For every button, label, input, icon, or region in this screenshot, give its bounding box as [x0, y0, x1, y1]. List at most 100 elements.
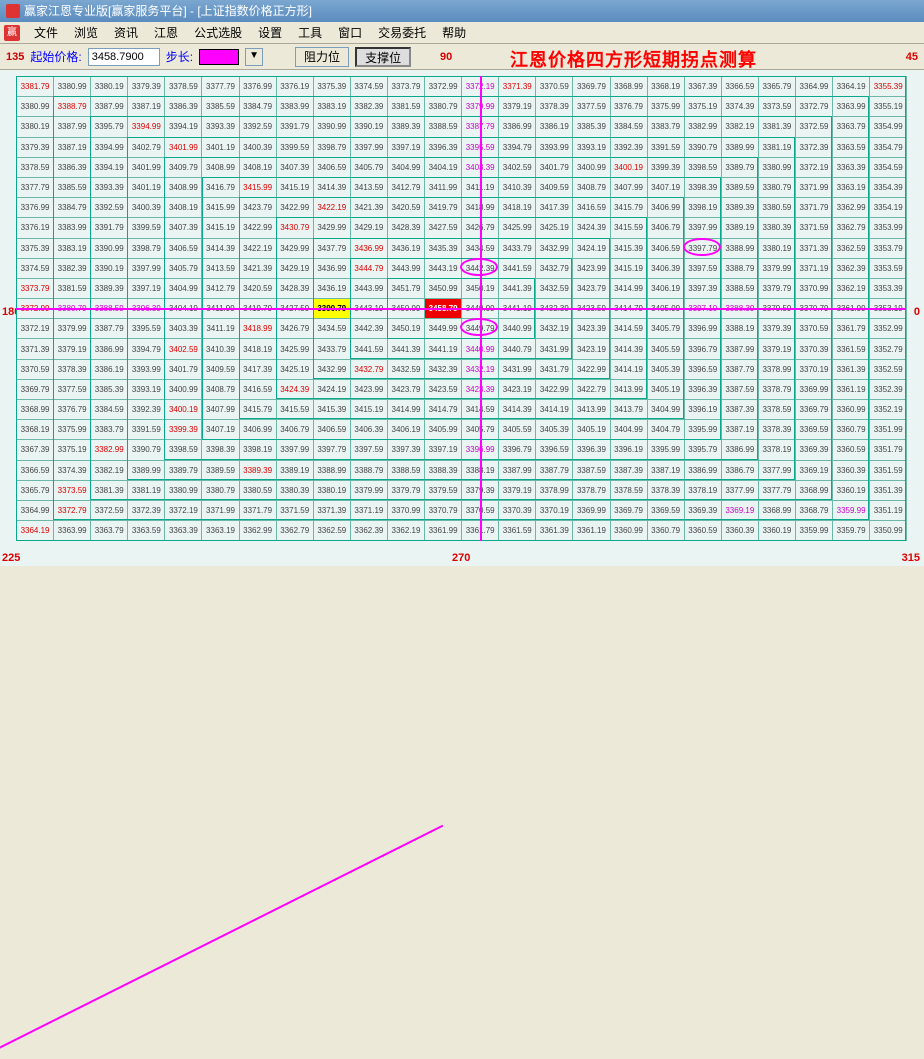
cell: 3371.39 [313, 500, 350, 520]
cell: 3423.59 [425, 379, 462, 399]
cell: 3398.79 [128, 238, 165, 258]
cell: 3404.19 [425, 157, 462, 177]
cell: 3383.79 [91, 420, 128, 440]
cell: 3388.79 [721, 258, 758, 278]
menu-浏览[interactable]: 浏览 [66, 24, 106, 41]
cell: 3396.39 [425, 137, 462, 157]
cell: 3397.59 [684, 258, 721, 278]
cell: 3373.79 [17, 278, 54, 298]
cell: 3388.59 [91, 299, 128, 319]
cell: 3427.59 [425, 218, 462, 238]
cell: 3364.19 [833, 77, 870, 97]
cell: 3397.39 [387, 440, 424, 460]
cell: 3401.99 [128, 157, 165, 177]
menu-工具[interactable]: 工具 [290, 24, 330, 41]
resistance-button[interactable]: 阻力位 [295, 47, 349, 67]
cell: 3365.79 [758, 77, 795, 97]
cell: 3423.79 [387, 379, 424, 399]
cell: 3362.99 [833, 198, 870, 218]
cell: 3361.19 [573, 521, 610, 541]
menu-窗口[interactable]: 窗口 [330, 24, 370, 41]
cell: 3377.59 [54, 379, 91, 399]
cell: 3375.39 [313, 77, 350, 97]
cell: 3419.79 [425, 198, 462, 218]
cell: 3423.59 [573, 299, 610, 319]
cell: 3411.99 [425, 177, 462, 197]
cell: 3359.99 [795, 521, 832, 541]
cell: 3377.79 [17, 177, 54, 197]
start-price-input[interactable] [88, 48, 160, 66]
cell: 3379.39 [758, 319, 795, 339]
cell: 3441.59 [350, 339, 387, 359]
menu-设置[interactable]: 设置 [250, 24, 290, 41]
menu-江恩[interactable]: 江恩 [146, 24, 186, 41]
cell: 3391.79 [276, 117, 313, 137]
cell: 3370.59 [795, 319, 832, 339]
cell: 3408.99 [202, 157, 239, 177]
menu-交易委托[interactable]: 交易委托 [370, 24, 434, 41]
chart-title: 江恩价格四方形短期拐点测算 [510, 46, 757, 72]
cell: 3371.19 [795, 258, 832, 278]
cell: 3355.39 [870, 77, 907, 97]
cell: 3395.79 [684, 440, 721, 460]
cell: 3375.39 [17, 238, 54, 258]
cell: 3418.19 [239, 339, 276, 359]
cell: 3406.19 [387, 420, 424, 440]
cell: 3436.99 [350, 238, 387, 258]
cell: 3403.39 [462, 157, 499, 177]
cell: 3433.79 [499, 238, 536, 258]
cell: 3423.19 [499, 379, 536, 399]
menu-文件[interactable]: 文件 [26, 24, 66, 41]
cell: 3374.59 [350, 77, 387, 97]
cell: 3372.19 [17, 319, 54, 339]
cell: 3416.59 [573, 198, 610, 218]
cell: 3387.99 [499, 460, 536, 480]
cell: 3405.79 [462, 420, 499, 440]
cell: 3378.59 [610, 480, 647, 500]
cell: 3362.19 [387, 521, 424, 541]
cell: 3389.39 [387, 117, 424, 137]
step-dropdown-icon[interactable]: ▼ [245, 48, 263, 66]
cell: 3390.79 [128, 440, 165, 460]
cell: 3389.39 [721, 198, 758, 218]
cell: 3381.19 [758, 137, 795, 157]
cell: 3405.39 [536, 420, 573, 440]
support-button[interactable]: 支撑位 [355, 47, 411, 67]
cell: 3429.19 [350, 218, 387, 238]
cell: 3378.99 [758, 359, 795, 379]
diagonal-line [0, 825, 443, 1059]
cell: 3391.59 [647, 137, 684, 157]
cell: 3414.19 [610, 359, 647, 379]
menu-资讯[interactable]: 资讯 [106, 24, 146, 41]
cell: 3370.19 [536, 500, 573, 520]
cell: 3418.19 [499, 198, 536, 218]
cell: 3401.99 [165, 137, 202, 157]
cell: 3379.39 [17, 137, 54, 157]
cell: 3422.99 [239, 218, 276, 238]
cell: 3390.79 [313, 299, 350, 319]
cell: 3413.99 [610, 379, 647, 399]
cell: 3378.99 [536, 480, 573, 500]
cell: 3415.99 [239, 177, 276, 197]
cell: 3415.19 [276, 177, 313, 197]
cell: 3398.39 [202, 440, 239, 460]
cell: 3396.79 [499, 440, 536, 460]
cell: 3387.79 [536, 460, 573, 480]
menu-帮助[interactable]: 帮助 [434, 24, 474, 41]
cell: 3434.59 [462, 238, 499, 258]
cell: 3377.79 [758, 480, 795, 500]
cell: 3370.99 [795, 278, 832, 298]
cell: 3383.19 [313, 97, 350, 117]
cell: 3398.19 [239, 440, 276, 460]
cell: 3444.79 [350, 258, 387, 278]
cell: 3426.79 [276, 319, 313, 339]
gann-square-grid: 3381.793380.993380.193379.393378.593377.… [16, 76, 907, 541]
menu-公式选股[interactable]: 公式选股 [186, 24, 250, 41]
cell: 3373.59 [54, 480, 91, 500]
cell: 3395.79 [91, 117, 128, 137]
cell: 3405.59 [499, 420, 536, 440]
cell: 3386.39 [165, 97, 202, 117]
cell: 3423.79 [573, 278, 610, 298]
step-color-swatch[interactable] [199, 49, 239, 65]
cell: 3436.19 [313, 278, 350, 298]
